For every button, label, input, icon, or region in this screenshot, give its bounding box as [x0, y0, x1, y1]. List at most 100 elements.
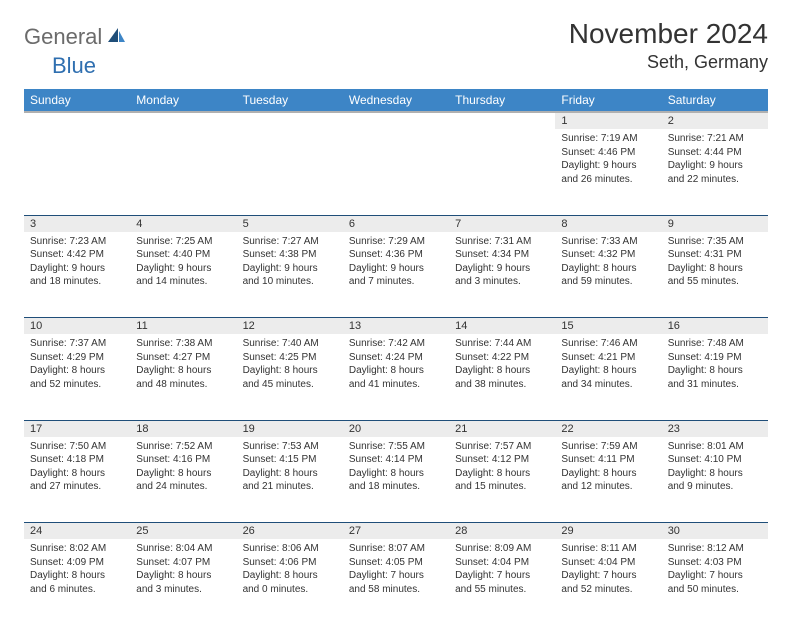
day-number-cell: 14 [449, 318, 555, 335]
sunrise-line: Sunrise: 7:38 AM [136, 337, 230, 351]
sunrise-line: Sunrise: 8:06 AM [243, 542, 337, 556]
day-content-row: Sunrise: 7:50 AMSunset: 4:18 PMDaylight:… [24, 437, 768, 523]
daylight2-line: and 27 minutes. [30, 480, 124, 494]
sunset-line: Sunset: 4:06 PM [243, 556, 337, 570]
day-number-cell: 22 [555, 420, 661, 437]
day-details: Sunrise: 7:37 AMSunset: 4:29 PMDaylight:… [24, 334, 130, 395]
sunrise-line: Sunrise: 7:55 AM [349, 440, 443, 454]
daylight2-line: and 45 minutes. [243, 378, 337, 392]
daylight2-line: and 21 minutes. [243, 480, 337, 494]
day-cell: Sunrise: 7:38 AMSunset: 4:27 PMDaylight:… [130, 334, 236, 420]
day-number-cell: 6 [343, 215, 449, 232]
day-details: Sunrise: 7:35 AMSunset: 4:31 PMDaylight:… [662, 232, 768, 293]
daylight1-line: Daylight: 8 hours [668, 467, 762, 481]
day-content-row: Sunrise: 7:37 AMSunset: 4:29 PMDaylight:… [24, 334, 768, 420]
day-details: Sunrise: 8:06 AMSunset: 4:06 PMDaylight:… [237, 539, 343, 600]
sunset-line: Sunset: 4:19 PM [668, 351, 762, 365]
daylight1-line: Daylight: 7 hours [561, 569, 655, 583]
day-cell [343, 129, 449, 215]
daylight1-line: Daylight: 8 hours [668, 364, 762, 378]
day-details: Sunrise: 7:38 AMSunset: 4:27 PMDaylight:… [130, 334, 236, 395]
day-cell: Sunrise: 7:46 AMSunset: 4:21 PMDaylight:… [555, 334, 661, 420]
daylight2-line: and 6 minutes. [30, 583, 124, 597]
daylight2-line: and 58 minutes. [349, 583, 443, 597]
day-number-cell: 16 [662, 318, 768, 335]
sunset-line: Sunset: 4:03 PM [668, 556, 762, 570]
daylight2-line: and 34 minutes. [561, 378, 655, 392]
day-number-cell: 23 [662, 420, 768, 437]
sunrise-line: Sunrise: 7:53 AM [243, 440, 337, 454]
day-cell: Sunrise: 7:48 AMSunset: 4:19 PMDaylight:… [662, 334, 768, 420]
sunset-line: Sunset: 4:29 PM [30, 351, 124, 365]
daylight1-line: Daylight: 8 hours [136, 364, 230, 378]
sunset-line: Sunset: 4:21 PM [561, 351, 655, 365]
day-cell: Sunrise: 7:40 AMSunset: 4:25 PMDaylight:… [237, 334, 343, 420]
day-number-cell: 15 [555, 318, 661, 335]
daylight2-line: and 0 minutes. [243, 583, 337, 597]
day-number-cell: 10 [24, 318, 130, 335]
daylight2-line: and 24 minutes. [136, 480, 230, 494]
daylight2-line: and 14 minutes. [136, 275, 230, 289]
daylight2-line: and 12 minutes. [561, 480, 655, 494]
day-details: Sunrise: 8:11 AMSunset: 4:04 PMDaylight:… [555, 539, 661, 600]
day-number-cell: 17 [24, 420, 130, 437]
day-content-row: Sunrise: 8:02 AMSunset: 4:09 PMDaylight:… [24, 539, 768, 625]
sunset-line: Sunset: 4:38 PM [243, 248, 337, 262]
day-number-cell: 11 [130, 318, 236, 335]
daylight2-line: and 26 minutes. [561, 173, 655, 187]
month-title: November 2024 [569, 18, 768, 50]
day-details: Sunrise: 7:48 AMSunset: 4:19 PMDaylight:… [662, 334, 768, 395]
day-number-cell: 4 [130, 215, 236, 232]
day-cell: Sunrise: 7:37 AMSunset: 4:29 PMDaylight:… [24, 334, 130, 420]
day-cell: Sunrise: 7:55 AMSunset: 4:14 PMDaylight:… [343, 437, 449, 523]
title-block: November 2024 Seth, Germany [569, 18, 768, 73]
daylight1-line: Daylight: 8 hours [30, 364, 124, 378]
sunset-line: Sunset: 4:24 PM [349, 351, 443, 365]
day-number-cell: 7 [449, 215, 555, 232]
sunrise-line: Sunrise: 8:04 AM [136, 542, 230, 556]
sunset-line: Sunset: 4:40 PM [136, 248, 230, 262]
daylight2-line: and 18 minutes. [349, 480, 443, 494]
day-number-cell: 12 [237, 318, 343, 335]
sunrise-line: Sunrise: 8:07 AM [349, 542, 443, 556]
sunset-line: Sunset: 4:09 PM [30, 556, 124, 570]
day-cell: Sunrise: 7:53 AMSunset: 4:15 PMDaylight:… [237, 437, 343, 523]
daylight1-line: Daylight: 9 hours [243, 262, 337, 276]
day-cell: Sunrise: 8:12 AMSunset: 4:03 PMDaylight:… [662, 539, 768, 625]
day-number-row: 12 [24, 112, 768, 129]
day-cell: Sunrise: 7:25 AMSunset: 4:40 PMDaylight:… [130, 232, 236, 318]
sunrise-line: Sunrise: 7:59 AM [561, 440, 655, 454]
day-details: Sunrise: 7:31 AMSunset: 4:34 PMDaylight:… [449, 232, 555, 293]
sunrise-line: Sunrise: 7:33 AM [561, 235, 655, 249]
sunset-line: Sunset: 4:34 PM [455, 248, 549, 262]
daylight1-line: Daylight: 8 hours [561, 262, 655, 276]
day-number-cell: 1 [555, 112, 661, 129]
sunrise-line: Sunrise: 7:57 AM [455, 440, 549, 454]
daylight1-line: Daylight: 8 hours [349, 364, 443, 378]
daylight1-line: Daylight: 7 hours [455, 569, 549, 583]
day-details: Sunrise: 7:55 AMSunset: 4:14 PMDaylight:… [343, 437, 449, 498]
daylight1-line: Daylight: 8 hours [30, 569, 124, 583]
day-number-row: 3456789 [24, 215, 768, 232]
day-cell: Sunrise: 8:11 AMSunset: 4:04 PMDaylight:… [555, 539, 661, 625]
weekday-header: Sunday [24, 89, 130, 112]
day-cell: Sunrise: 8:02 AMSunset: 4:09 PMDaylight:… [24, 539, 130, 625]
day-number-cell: 2 [662, 112, 768, 129]
weekday-header-row: Sunday Monday Tuesday Wednesday Thursday… [24, 89, 768, 112]
sunset-line: Sunset: 4:27 PM [136, 351, 230, 365]
daylight2-line: and 10 minutes. [243, 275, 337, 289]
daylight1-line: Daylight: 8 hours [455, 364, 549, 378]
daylight2-line: and 55 minutes. [668, 275, 762, 289]
day-number-row: 24252627282930 [24, 523, 768, 540]
day-cell: Sunrise: 8:06 AMSunset: 4:06 PMDaylight:… [237, 539, 343, 625]
sunrise-line: Sunrise: 7:21 AM [668, 132, 762, 146]
daylight1-line: Daylight: 9 hours [136, 262, 230, 276]
daylight2-line: and 22 minutes. [668, 173, 762, 187]
sunrise-line: Sunrise: 7:23 AM [30, 235, 124, 249]
sunrise-line: Sunrise: 7:31 AM [455, 235, 549, 249]
day-cell: Sunrise: 7:31 AMSunset: 4:34 PMDaylight:… [449, 232, 555, 318]
day-cell: Sunrise: 7:50 AMSunset: 4:18 PMDaylight:… [24, 437, 130, 523]
daylight2-line: and 18 minutes. [30, 275, 124, 289]
sunset-line: Sunset: 4:07 PM [136, 556, 230, 570]
sunset-line: Sunset: 4:04 PM [455, 556, 549, 570]
